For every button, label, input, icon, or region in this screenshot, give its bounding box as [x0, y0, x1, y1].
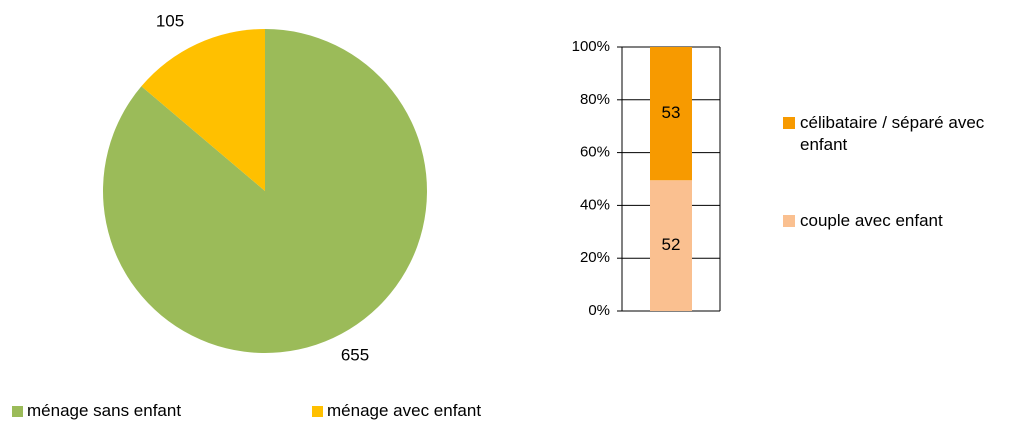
y-tick-label: 60% — [580, 144, 610, 161]
y-tick-label: 40% — [580, 196, 610, 213]
data-label: 53 — [662, 103, 681, 122]
bar-segment — [650, 47, 692, 181]
data-label: 105 — [156, 11, 184, 30]
bar-segment — [650, 180, 692, 311]
legend-swatch — [783, 117, 795, 129]
y-tick-label: 80% — [580, 91, 610, 108]
data-label: 655 — [341, 345, 369, 364]
legend-swatch — [312, 406, 323, 417]
y-tick-label: 20% — [580, 249, 610, 266]
legend-label: couple avec enfant — [800, 211, 943, 230]
y-tick-label: 0% — [588, 302, 610, 319]
legend-label: célibataire / séparé avec enfant — [800, 113, 985, 154]
data-label: 52 — [662, 235, 681, 254]
legend-swatch — [783, 215, 795, 227]
pie-slice — [141, 29, 265, 191]
y-tick-label: 100% — [572, 38, 610, 55]
legend-swatch — [12, 406, 23, 417]
legend-label: ménage avec enfant — [327, 401, 482, 420]
legend-label: ménage sans enfant — [27, 401, 182, 420]
